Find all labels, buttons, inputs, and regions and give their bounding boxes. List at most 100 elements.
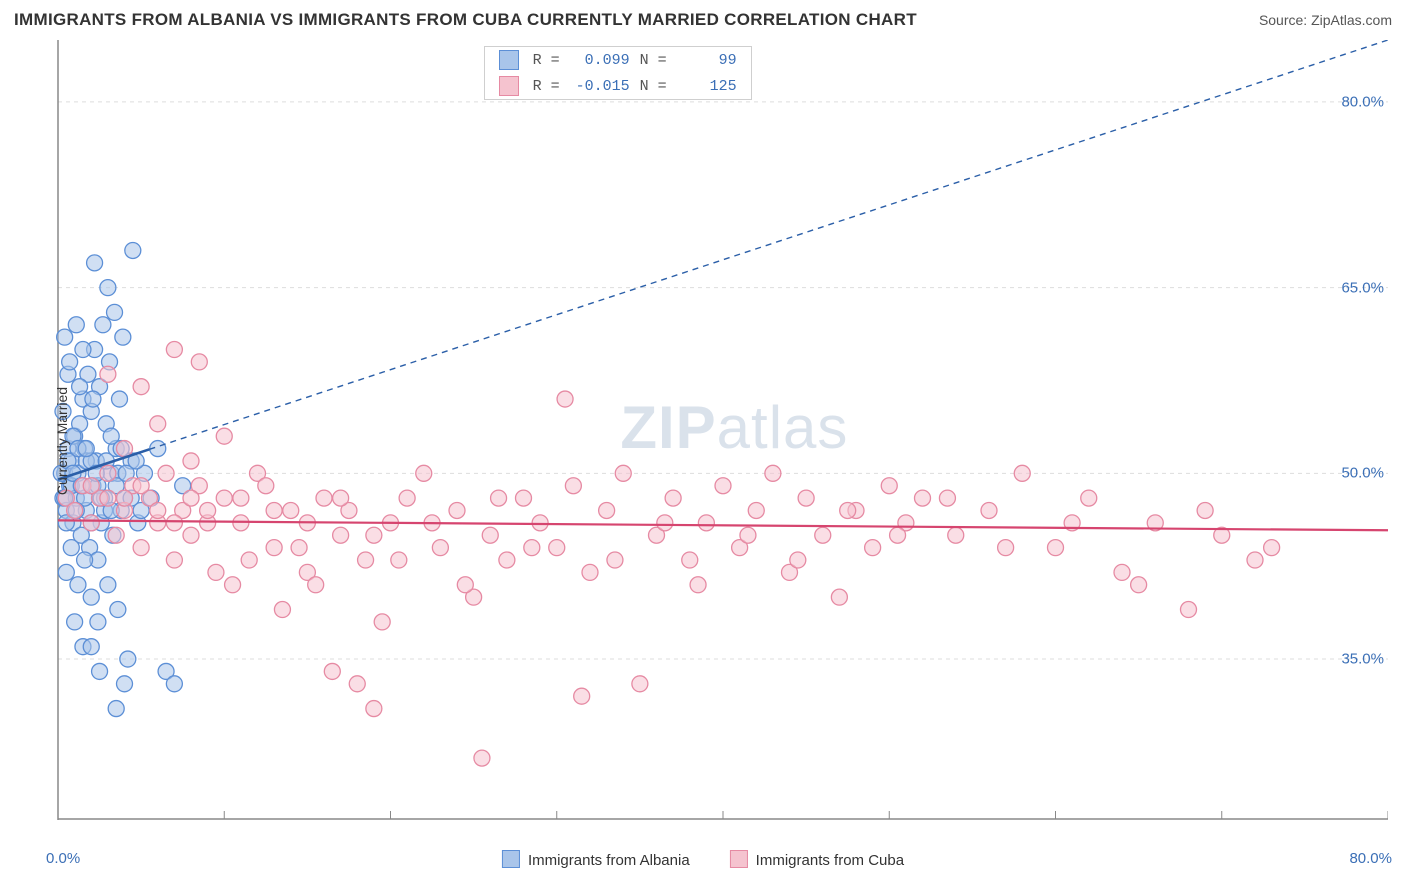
data-point — [166, 342, 182, 358]
series-swatch — [499, 76, 519, 96]
trend-line-cuba — [58, 520, 1388, 530]
n-label: N = — [640, 78, 667, 95]
data-point — [665, 490, 681, 506]
data-point — [939, 490, 955, 506]
data-point — [67, 614, 83, 630]
data-point — [158, 465, 174, 481]
data-point — [815, 527, 831, 543]
data-point — [191, 354, 207, 370]
legend-item: Immigrants from Albania — [502, 850, 690, 869]
r-value: -0.015 — [572, 78, 630, 95]
data-point — [682, 552, 698, 568]
data-point — [1131, 577, 1147, 593]
data-point — [120, 651, 136, 667]
data-point — [790, 552, 806, 568]
data-point — [748, 502, 764, 518]
data-point — [690, 577, 706, 593]
data-point — [457, 577, 473, 593]
data-point — [77, 552, 93, 568]
data-point — [100, 465, 116, 481]
stats-row: R = 0.099 N = 99 — [485, 47, 751, 73]
data-point — [57, 329, 73, 345]
x-max-label: 80.0% — [1349, 850, 1392, 867]
chart-area: Currently Married ZIPatlas 35.0%50.0%65.… — [14, 40, 1392, 842]
y-tick-label: 65.0% — [1341, 279, 1384, 296]
data-point — [698, 515, 714, 531]
legend-swatch — [730, 850, 748, 868]
data-point — [115, 329, 131, 345]
data-point — [216, 428, 232, 444]
legend-label: Immigrants from Cuba — [756, 852, 904, 869]
x-axis-row: 0.0% Immigrants from Albania Immigrants f… — [14, 850, 1392, 880]
data-point — [374, 614, 390, 630]
stats-row: R = -0.015 N = 125 — [485, 73, 751, 99]
data-point — [108, 701, 124, 717]
data-point — [78, 441, 94, 457]
data-point — [100, 490, 116, 506]
data-point — [117, 441, 133, 457]
trend-line-albania-dashed — [149, 40, 1388, 449]
data-point — [85, 391, 101, 407]
data-point — [1264, 540, 1280, 556]
data-point — [208, 564, 224, 580]
n-value: 99 — [679, 52, 737, 69]
n-label: N = — [640, 52, 667, 69]
data-point — [117, 490, 133, 506]
data-point — [798, 490, 814, 506]
data-point — [117, 676, 133, 692]
data-point — [391, 552, 407, 568]
data-point — [100, 366, 116, 382]
data-point — [125, 242, 141, 258]
data-point — [1014, 465, 1030, 481]
data-point — [524, 540, 540, 556]
data-point — [316, 490, 332, 506]
data-point — [890, 527, 906, 543]
data-point — [474, 750, 490, 766]
data-point — [283, 502, 299, 518]
data-point — [83, 639, 99, 655]
data-point — [915, 490, 931, 506]
chart-title: IMMIGRANTS FROM ALBANIA VS IMMIGRANTS FR… — [14, 10, 917, 30]
data-point — [83, 515, 99, 531]
data-point — [183, 527, 199, 543]
data-point — [166, 676, 182, 692]
data-point — [998, 540, 1014, 556]
data-point — [63, 540, 79, 556]
legend-swatch — [502, 850, 520, 868]
data-point — [216, 490, 232, 506]
data-point — [1081, 490, 1097, 506]
data-point — [1048, 540, 1064, 556]
data-point — [333, 527, 349, 543]
data-point — [416, 465, 432, 481]
data-point — [482, 527, 498, 543]
data-point — [349, 676, 365, 692]
data-point — [1247, 552, 1263, 568]
data-point — [166, 552, 182, 568]
data-point — [599, 502, 615, 518]
data-point — [449, 502, 465, 518]
data-point — [1181, 602, 1197, 618]
x-min-label: 0.0% — [46, 850, 80, 867]
header: IMMIGRANTS FROM ALBANIA VS IMMIGRANTS FR… — [0, 0, 1406, 36]
data-point — [740, 527, 756, 543]
data-point — [574, 688, 590, 704]
source-label: Source: ZipAtlas.com — [1259, 12, 1392, 28]
data-point — [266, 540, 282, 556]
r-value: 0.099 — [572, 52, 630, 69]
data-point — [183, 453, 199, 469]
data-point — [183, 490, 199, 506]
y-axis-label: Currently Married — [54, 387, 70, 495]
data-point — [549, 540, 565, 556]
data-point — [1197, 502, 1213, 518]
data-point — [107, 304, 123, 320]
data-point — [632, 676, 648, 692]
data-point — [499, 552, 515, 568]
data-point — [200, 502, 216, 518]
data-point — [62, 354, 78, 370]
data-point — [516, 490, 532, 506]
data-point — [765, 465, 781, 481]
data-point — [291, 540, 307, 556]
data-point — [70, 577, 86, 593]
data-point — [100, 280, 116, 296]
data-point — [1114, 564, 1130, 580]
